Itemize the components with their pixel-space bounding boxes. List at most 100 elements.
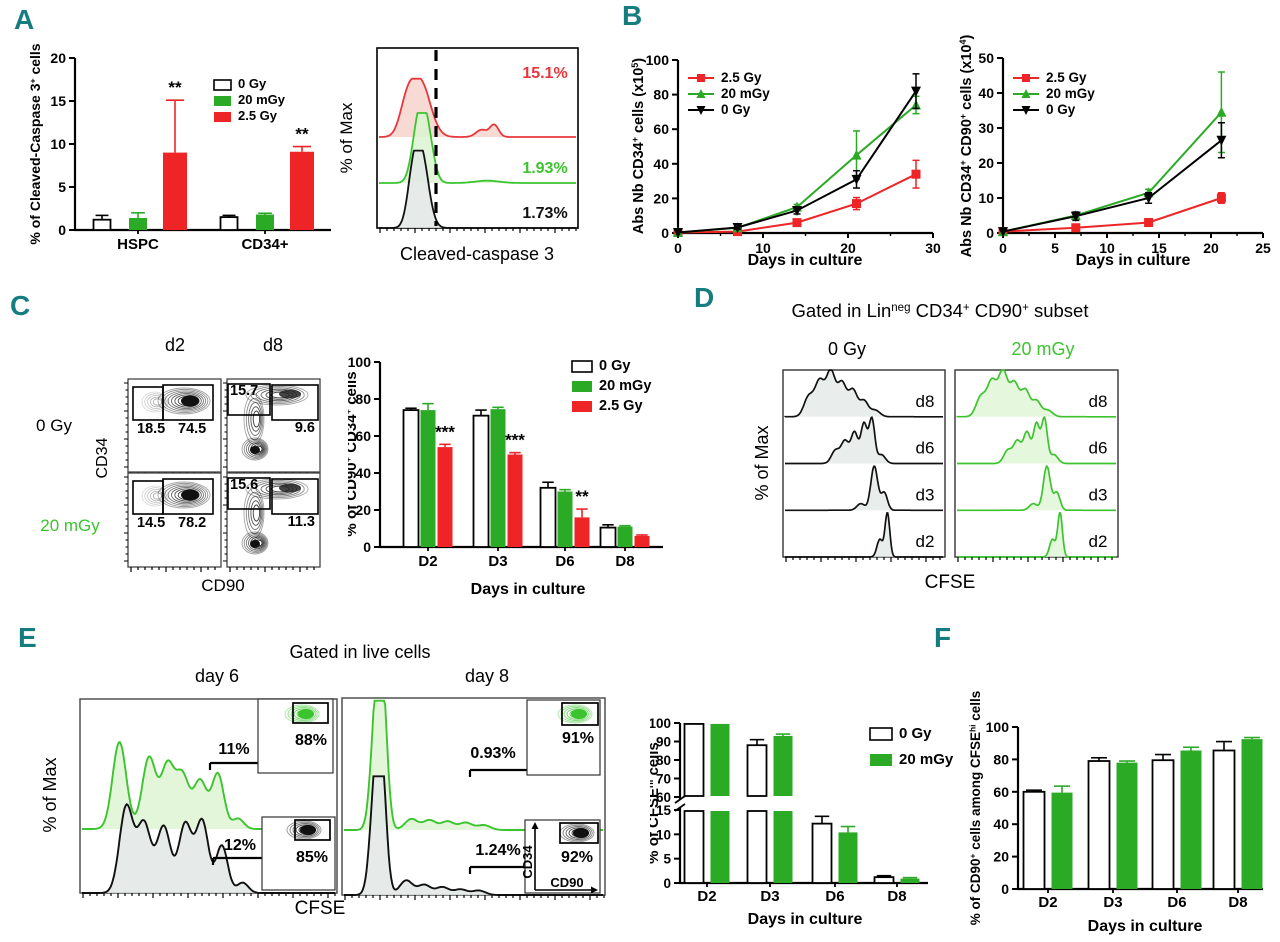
svg-text:Gated in Linneg CD34+ CD90+ su: Gated in Linneg CD34+ CD90+ subset <box>792 300 1089 321</box>
svg-text:Cleaved-caspase 3: Cleaved-caspase 3 <box>400 244 554 264</box>
panel-f-cd90-among-cfse-bar-chart: 0 20 40 60 80 100 D2 D3 D6 D8 % of CD90+ cells amo… <box>968 691 1263 935</box>
svg-text:Days in culture: Days in culture <box>1076 252 1191 269</box>
svg-text:18.5: 18.5 <box>137 421 165 437</box>
svg-text:11%: 11% <box>218 741 249 758</box>
svg-text:D2: D2 <box>697 888 716 905</box>
svg-text:0 Gy: 0 Gy <box>1046 102 1076 117</box>
svg-text:100: 100 <box>986 719 1010 735</box>
svg-text:d2: d2 <box>165 335 185 355</box>
svg-text:90: 90 <box>656 735 671 750</box>
svg-text:Abs Nb CD34+ CD90+ cells (x104: Abs Nb CD34+ CD90+ cells (x104) <box>958 35 975 258</box>
panel-d-cfse-ridge-histograms: Gated in Linneg CD34+ CD90+ subset 0 Gy d8… <box>752 300 1119 593</box>
svg-text:40: 40 <box>355 465 371 481</box>
svg-text:HSPC: HSPC <box>117 236 159 253</box>
svg-text:d3: d3 <box>1089 485 1108 504</box>
svg-text:70: 70 <box>656 772 671 787</box>
svg-text:day 6: day 6 <box>195 666 239 686</box>
svg-text:% of CD90+ cells among CFSEhi: % of CD90+ cells among CFSEhi cells <box>968 691 984 925</box>
panel-label-a: A <box>14 4 35 35</box>
svg-text:30: 30 <box>978 120 994 136</box>
svg-text:0 Gy: 0 Gy <box>828 339 866 359</box>
svg-text:60: 60 <box>653 121 669 137</box>
svg-text:2.5 Gy: 2.5 Gy <box>1046 70 1087 85</box>
svg-text:91%: 91% <box>562 730 594 747</box>
svg-text:0 Gy: 0 Gy <box>238 76 267 91</box>
svg-text:***: *** <box>505 431 525 450</box>
svg-text:D3: D3 <box>488 553 507 570</box>
svg-text:d6: d6 <box>1089 439 1108 458</box>
svg-text:0: 0 <box>663 876 671 891</box>
panel-a-caspase-histogram: 15.1% 1.93% 1.73% Cleaved-caspase 3 % of Max <box>340 47 579 264</box>
svg-text:1.73%: 1.73% <box>522 205 567 222</box>
svg-text:20: 20 <box>355 502 371 518</box>
svg-text:20 mGy: 20 mGy <box>40 516 100 535</box>
svg-text:10: 10 <box>755 240 771 256</box>
svg-text:D8: D8 <box>615 553 634 570</box>
svg-text:10: 10 <box>978 190 994 206</box>
svg-text:d6: d6 <box>916 439 935 458</box>
svg-text:D8: D8 <box>1228 894 1247 911</box>
svg-text:D2: D2 <box>1038 894 1057 911</box>
svg-text:0: 0 <box>1001 881 1009 897</box>
svg-text:CD34+: CD34+ <box>241 236 288 253</box>
svg-text:2.5 Gy: 2.5 Gy <box>238 108 278 123</box>
svg-text:CFSE: CFSE <box>295 898 346 919</box>
panel-label-b: B <box>622 0 643 31</box>
svg-text:92%: 92% <box>561 849 593 866</box>
svg-text:% of Cleaved-Caspase 3+ cells: % of Cleaved-Caspase 3+ cells <box>28 43 43 244</box>
svg-text:Days in culture: Days in culture <box>1088 918 1203 935</box>
svg-text:20 mGy: 20 mGy <box>1046 86 1095 101</box>
svg-text:% of Max: % of Max <box>340 102 356 173</box>
svg-text:10: 10 <box>1099 240 1115 256</box>
svg-text:9.6: 9.6 <box>295 420 315 436</box>
svg-text:2.5 Gy: 2.5 Gy <box>599 398 643 414</box>
svg-text:d3: d3 <box>916 485 935 504</box>
svg-text:***: *** <box>435 422 455 441</box>
svg-text:d8: d8 <box>916 392 935 411</box>
svg-text:**: ** <box>575 487 589 506</box>
svg-text:Days in culture: Days in culture <box>748 252 863 269</box>
svg-text:10: 10 <box>656 827 671 842</box>
svg-text:0: 0 <box>363 539 371 555</box>
panel-label-d: D <box>694 282 715 313</box>
svg-text:0.93%: 0.93% <box>470 745 515 762</box>
svg-text:0: 0 <box>661 225 669 241</box>
svg-text:20: 20 <box>993 849 1009 865</box>
svg-text:15: 15 <box>50 93 66 109</box>
svg-text:**: ** <box>168 78 182 97</box>
svg-text:15.7: 15.7 <box>230 383 258 399</box>
svg-text:day 8: day 8 <box>465 666 509 686</box>
svg-text:**: ** <box>295 125 309 144</box>
svg-text:d2: d2 <box>1089 532 1108 551</box>
svg-text:20: 20 <box>978 155 994 171</box>
panel-e-cfse-hi-bar-chart: 60 70 80 90 100 0 5 10 15 D2 D3 D6 D8 0 Gy 20 mGy % of … <box>650 716 954 928</box>
svg-text:14.5: 14.5 <box>137 515 165 531</box>
svg-text:0 Gy: 0 Gy <box>899 725 932 742</box>
svg-text:15: 15 <box>656 803 672 818</box>
svg-text:11.3: 11.3 <box>288 514 315 530</box>
svg-text:d8: d8 <box>1089 392 1108 411</box>
svg-text:100: 100 <box>650 716 671 731</box>
svg-text:20 mGy: 20 mGy <box>1011 339 1074 359</box>
svg-text:Days in culture: Days in culture <box>471 581 586 598</box>
svg-text:40: 40 <box>993 816 1009 832</box>
svg-text:40: 40 <box>653 156 669 172</box>
svg-text:20: 20 <box>50 50 66 66</box>
svg-text:1.24%: 1.24% <box>475 842 520 859</box>
svg-text:% of CD90+ CD34+ cells: % of CD90+ CD34+ cells <box>348 371 360 536</box>
svg-text:12%: 12% <box>224 837 256 854</box>
svg-text:60: 60 <box>993 784 1009 800</box>
svg-text:80: 80 <box>355 391 371 407</box>
svg-text:85%: 85% <box>296 849 328 866</box>
svg-text:% of CFSEhi cells: % of CFSEhi cells <box>650 742 662 864</box>
svg-text:15: 15 <box>1151 240 1167 256</box>
svg-text:Abs Nb CD34+ cells (x105): Abs Nb CD34+ cells (x105) <box>630 58 647 234</box>
svg-text:d8: d8 <box>263 335 283 355</box>
svg-text:Days in culture: Days in culture <box>748 911 863 928</box>
svg-text:2.5 Gy: 2.5 Gy <box>721 70 762 85</box>
svg-text:0: 0 <box>674 240 682 256</box>
svg-text:25: 25 <box>1255 240 1271 256</box>
